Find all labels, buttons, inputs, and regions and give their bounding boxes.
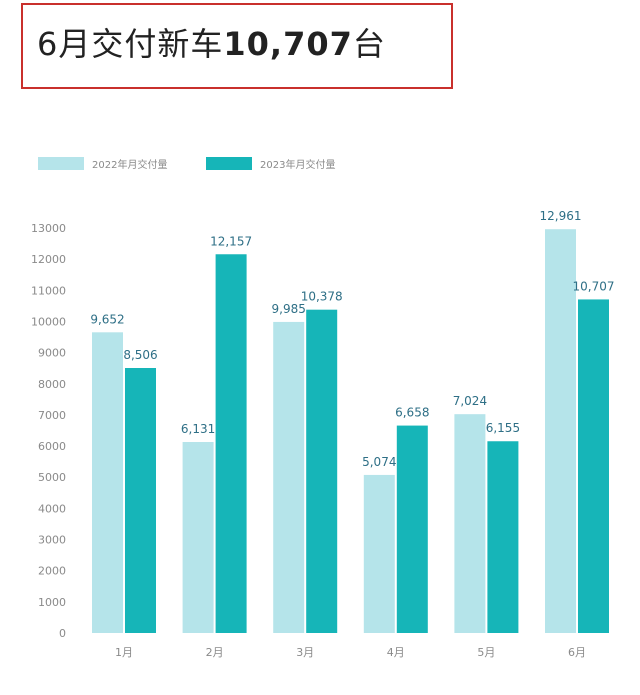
y-tick-label: 13000: [31, 222, 66, 235]
data-label: 10,378: [301, 290, 343, 304]
x-tick-label: 5月: [477, 646, 495, 659]
y-tick-label: 9000: [38, 347, 66, 360]
bar-2022: [273, 321, 305, 633]
bar-2022: [92, 332, 123, 633]
y-tick-label: 3000: [38, 534, 66, 547]
bar-2022: [545, 229, 576, 633]
legend-item-2023: 2023年月交付量: [206, 155, 335, 171]
y-tick-label: 4000: [38, 502, 66, 515]
data-label: 9,985: [272, 302, 306, 316]
bar-2022: [182, 441, 214, 633]
bar-2022: [363, 474, 395, 633]
bar-2023: [125, 368, 156, 633]
x-tick-label: 2月: [206, 646, 224, 659]
page-title: 6月交付新车10,707台: [37, 19, 386, 65]
data-label: 12,157: [210, 234, 252, 248]
legend-label-2022: 2022年月交付量: [92, 159, 168, 171]
y-tick-label: 6000: [38, 440, 66, 453]
y-tick-label: 10000: [31, 315, 66, 328]
x-tick-label: 3月: [296, 646, 314, 659]
legend-item-2022: 2022年月交付量: [38, 155, 167, 171]
bar-2023: [487, 441, 519, 633]
title-prefix: 6月交付新车: [37, 25, 224, 63]
data-label: 10,707: [573, 279, 615, 293]
y-tick-label: 2000: [38, 565, 66, 578]
y-tick-label: 7000: [38, 409, 66, 422]
data-label: 8,506: [123, 348, 157, 362]
x-tick-label: 6月: [568, 646, 586, 659]
data-label: 5,074: [362, 455, 396, 469]
title-suffix: 台: [352, 25, 386, 63]
bar-2023: [215, 254, 247, 633]
data-label: 6,131: [181, 422, 215, 436]
legend-label-2023: 2023年月交付量: [260, 159, 336, 171]
bar-2023: [578, 299, 609, 633]
legend-swatch-2022: [38, 156, 84, 170]
bar-2023: [396, 425, 428, 633]
y-tick-label: 5000: [38, 471, 66, 484]
legend-swatch-2023: [206, 156, 252, 170]
data-label: 12,961: [540, 209, 582, 223]
data-label: 9,652: [90, 312, 124, 326]
title-box: 6月交付新车10,707台: [21, 3, 453, 89]
bar-2023: [306, 309, 338, 633]
y-tick-label: 1000: [38, 596, 66, 609]
x-tick-label: 4月: [387, 646, 405, 659]
y-tick-label: 0: [59, 627, 66, 640]
data-label: 6,658: [395, 406, 429, 420]
title-number: 10,707: [223, 25, 353, 63]
y-tick-label: 8000: [38, 378, 66, 391]
x-tick-label: 1月: [115, 646, 133, 659]
data-label: 7,024: [453, 394, 487, 408]
bar-2022: [454, 414, 486, 633]
y-tick-label: 12000: [31, 253, 66, 266]
y-tick-label: 11000: [31, 284, 66, 297]
data-label: 6,155: [486, 421, 520, 435]
